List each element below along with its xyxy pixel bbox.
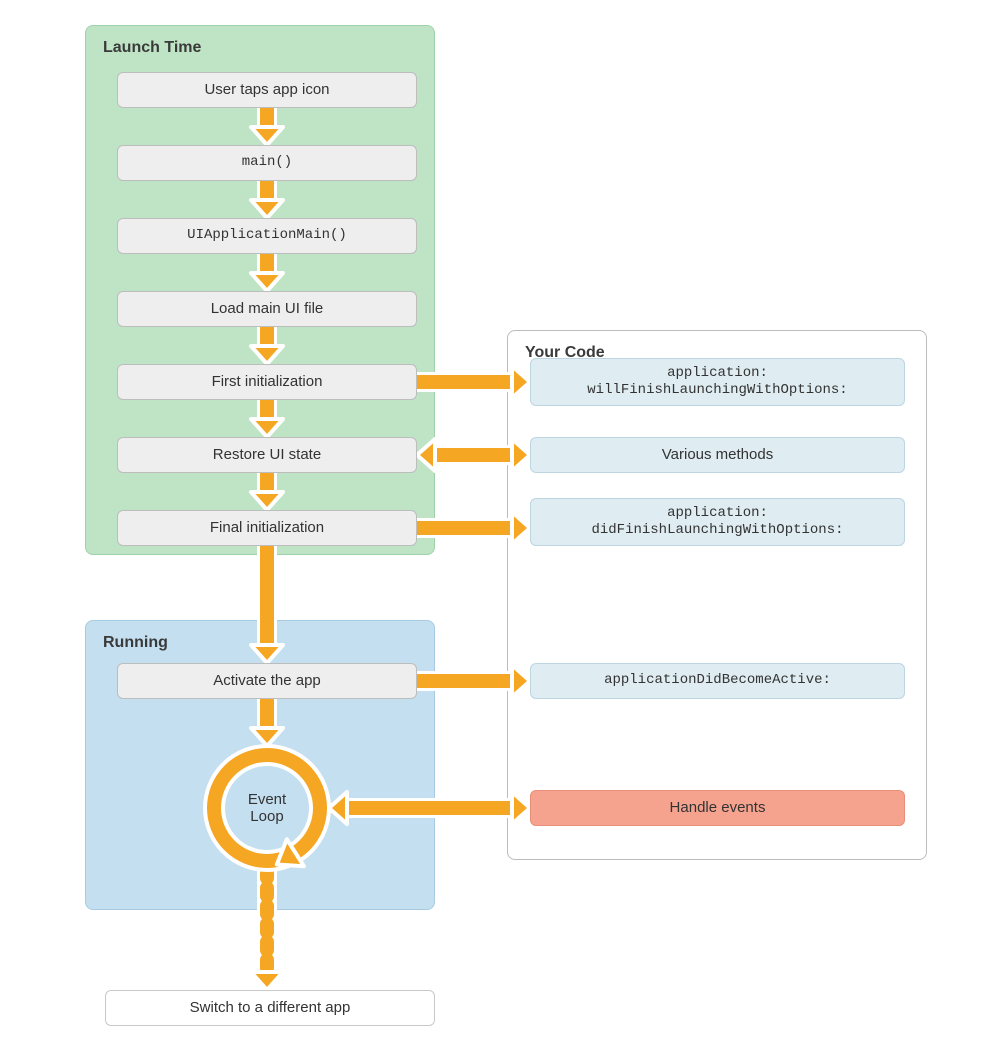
node-switch-app-label: Switch to a different app bbox=[190, 999, 351, 1018]
node-uiapplicationmain: UIApplicationMain() bbox=[117, 218, 417, 254]
node-various-methods-label: Various methods bbox=[662, 446, 773, 465]
node-did-become-active: applicationDidBecomeActive: bbox=[530, 663, 905, 699]
node-switch-app: Switch to a different app bbox=[105, 990, 435, 1026]
panel-running-title: Running bbox=[103, 634, 168, 652]
node-restore-ui-state-label: Restore UI state bbox=[213, 446, 321, 465]
node-activate-app-label: Activate the app bbox=[213, 672, 321, 691]
node-user-taps: User taps app icon bbox=[117, 72, 417, 108]
node-did-finish-launching-label: application: didFinishLaunchingWithOptio… bbox=[591, 505, 843, 540]
node-final-initialization: Final initialization bbox=[117, 510, 417, 546]
node-final-initialization-label: Final initialization bbox=[210, 519, 324, 538]
node-load-main-ui-label: Load main UI file bbox=[211, 300, 324, 319]
node-uiapplicationmain-label: UIApplicationMain() bbox=[187, 227, 347, 245]
node-main: main() bbox=[117, 145, 417, 181]
node-restore-ui-state: Restore UI state bbox=[117, 437, 417, 473]
event-loop-label: Event Loop bbox=[248, 791, 286, 825]
node-did-finish-launching: application: didFinishLaunchingWithOptio… bbox=[530, 498, 905, 546]
node-first-initialization-label: First initialization bbox=[212, 373, 323, 392]
node-did-become-active-label: applicationDidBecomeActive: bbox=[604, 672, 831, 690]
node-handle-events-label: Handle events bbox=[670, 799, 766, 818]
node-will-finish-launching: application: willFinishLaunchingWithOpti… bbox=[530, 358, 905, 406]
node-will-finish-launching-label: application: willFinishLaunchingWithOpti… bbox=[587, 365, 847, 400]
panel-launch-title: Launch Time bbox=[103, 39, 201, 57]
node-handle-events: Handle events bbox=[530, 790, 905, 826]
node-user-taps-label: User taps app icon bbox=[204, 81, 329, 100]
node-various-methods: Various methods bbox=[530, 437, 905, 473]
node-main-label: main() bbox=[242, 154, 292, 172]
event-loop-circle: Event Loop bbox=[223, 764, 311, 852]
node-first-initialization: First initialization bbox=[117, 364, 417, 400]
panel-your-code bbox=[507, 330, 927, 860]
node-load-main-ui: Load main UI file bbox=[117, 291, 417, 327]
diagram-canvas: { "type": "flowchart", "canvas": { "widt… bbox=[0, 0, 1000, 1048]
node-activate-app: Activate the app bbox=[117, 663, 417, 699]
